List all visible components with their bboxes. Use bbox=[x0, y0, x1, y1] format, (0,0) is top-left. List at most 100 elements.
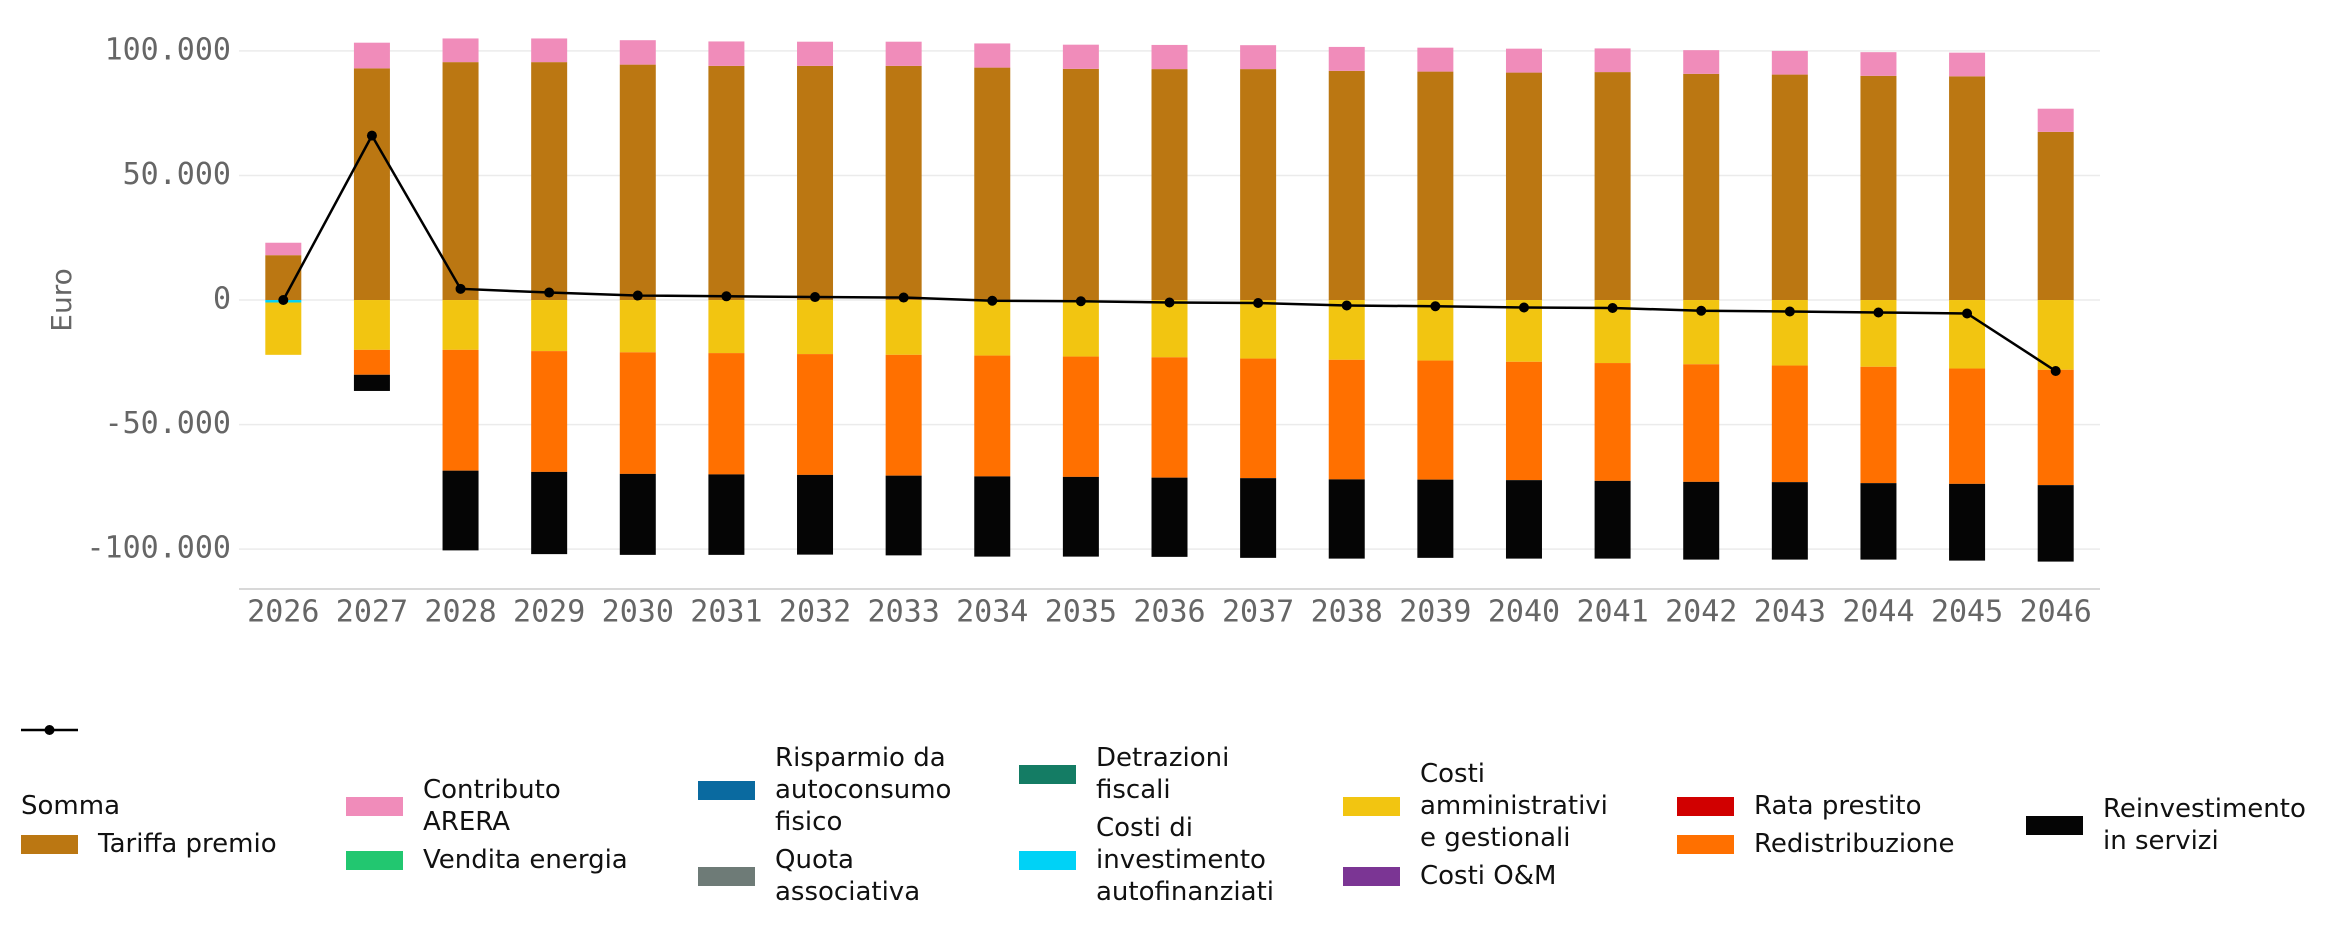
sum-point bbox=[632, 290, 643, 301]
bar-segment bbox=[265, 302, 302, 355]
legend-entry: Somma bbox=[21, 725, 277, 822]
bar-segment bbox=[619, 352, 656, 474]
sum-point bbox=[987, 295, 998, 306]
bar-segment bbox=[2037, 108, 2074, 132]
bar-segment bbox=[2037, 369, 2074, 486]
bar-segment bbox=[1594, 363, 1631, 481]
bar-segment bbox=[1240, 45, 1277, 70]
sum-point bbox=[2050, 366, 2061, 377]
legend-swatch bbox=[1343, 866, 1400, 886]
bar-segment bbox=[1683, 481, 1720, 560]
bar-segment bbox=[885, 65, 922, 301]
sum-point bbox=[1518, 302, 1529, 313]
bar-segment bbox=[1683, 73, 1720, 301]
bar-segment bbox=[885, 41, 922, 66]
x-tick-label: 2046 bbox=[2020, 595, 2092, 630]
bar-segment bbox=[797, 474, 834, 555]
bar-segment bbox=[797, 65, 834, 301]
bar-segment bbox=[1240, 478, 1277, 558]
bar-segment bbox=[1594, 72, 1631, 301]
bar-segment bbox=[265, 242, 302, 256]
bar-segment bbox=[442, 62, 479, 301]
bar-segment bbox=[885, 475, 922, 556]
x-tick-label: 2029 bbox=[513, 595, 585, 630]
bar-segment bbox=[1771, 50, 1808, 75]
bar-segment bbox=[974, 67, 1011, 301]
bar-segment bbox=[1151, 44, 1188, 70]
x-tick-label: 2037 bbox=[1222, 595, 1294, 630]
bar-segment bbox=[1594, 48, 1631, 73]
bar-segment bbox=[885, 354, 922, 476]
bar-segment bbox=[442, 349, 479, 471]
legend-entry: Redistribuzione bbox=[1677, 828, 1955, 860]
x-tick-label: 2035 bbox=[1045, 595, 1117, 630]
bar-segment bbox=[1417, 71, 1454, 301]
legend-swatch bbox=[1677, 834, 1734, 854]
x-tick-label: 2039 bbox=[1399, 595, 1471, 630]
legend-label: Costi di investimento autofinanziati bbox=[1096, 813, 1275, 907]
legend-label: Quota associativa bbox=[775, 845, 921, 907]
bar-segment bbox=[353, 42, 390, 69]
sum-point bbox=[1253, 298, 1264, 309]
bar-segment bbox=[797, 300, 834, 355]
bar-segment bbox=[531, 38, 568, 63]
bar-segment bbox=[885, 300, 922, 355]
bar-segment bbox=[619, 300, 656, 353]
legend-column: Risparmio da autoconsumo fisico Quota ass… bbox=[698, 720, 975, 930]
x-tick-label: 2027 bbox=[336, 595, 408, 630]
sum-point bbox=[721, 291, 732, 302]
y-axis-label: Euro bbox=[45, 268, 78, 331]
legend-swatch bbox=[21, 834, 78, 854]
legend-entry: Risparmio da autoconsumo fisico bbox=[698, 742, 975, 838]
legend-swatch bbox=[1343, 796, 1400, 816]
bar-segment bbox=[1328, 479, 1365, 559]
bar-segment bbox=[1151, 300, 1188, 358]
bar-segment bbox=[1949, 368, 1986, 484]
bar-segment bbox=[619, 64, 656, 301]
legend-label: Detrazioni fiscali bbox=[1096, 743, 1230, 805]
legend-entry: Reinvestimento in servizi bbox=[2026, 793, 2323, 857]
legend-swatch bbox=[2026, 815, 2083, 835]
bar-segment bbox=[708, 474, 745, 555]
x-tick-label: 2038 bbox=[1311, 595, 1383, 630]
legend-label: Risparmio da autoconsumo fisico bbox=[775, 743, 952, 837]
x-tick-label: 2036 bbox=[1133, 595, 1205, 630]
y-tick-label: -100.000 bbox=[87, 531, 232, 566]
bar-segment bbox=[619, 473, 656, 555]
legend-entry: Costi di investimento autofinanziati bbox=[1019, 812, 1296, 908]
y-tick-label: 50.000 bbox=[123, 157, 231, 192]
bar-segment bbox=[1505, 361, 1542, 481]
sum-point bbox=[544, 287, 555, 298]
bar-segment bbox=[1417, 479, 1454, 558]
y-tick-label: 100.000 bbox=[105, 32, 231, 67]
bar-segment bbox=[1505, 48, 1542, 73]
legend-entry: Contributo ARERA bbox=[346, 774, 648, 838]
x-tick-label: 2033 bbox=[868, 595, 940, 630]
bar-segment bbox=[1328, 359, 1365, 480]
sum-point bbox=[810, 292, 821, 303]
x-tick-label: 2030 bbox=[602, 595, 674, 630]
bar-segment bbox=[797, 41, 834, 66]
legend-label: Rata prestito bbox=[1754, 791, 1922, 821]
x-tick-label: 2042 bbox=[1665, 595, 1737, 630]
bar-segment bbox=[1771, 74, 1808, 301]
bar-segment bbox=[974, 43, 1011, 68]
bar-segment bbox=[2037, 131, 2074, 301]
sum-point bbox=[278, 295, 289, 306]
bars bbox=[265, 38, 2074, 562]
legend-column: Costi amministrativi e gestionali Costi O… bbox=[1343, 720, 1620, 930]
bar-segment bbox=[1949, 76, 1986, 301]
legend-entry: Costi amministrativi e gestionali bbox=[1343, 758, 1620, 854]
legend-swatch bbox=[1019, 764, 1076, 784]
x-tick-label: 2044 bbox=[1842, 595, 1914, 630]
bar-segment bbox=[708, 353, 745, 475]
bar-segment bbox=[531, 351, 568, 472]
sum-point bbox=[455, 283, 466, 294]
bar-segment bbox=[1240, 300, 1277, 359]
bar-segment bbox=[1771, 482, 1808, 560]
x-tick-label: 2028 bbox=[424, 595, 496, 630]
bar-segment bbox=[442, 470, 479, 551]
legend-entry: Quota associativa bbox=[698, 844, 975, 908]
bar-segment bbox=[1505, 480, 1542, 559]
bar-segment bbox=[1062, 44, 1099, 69]
